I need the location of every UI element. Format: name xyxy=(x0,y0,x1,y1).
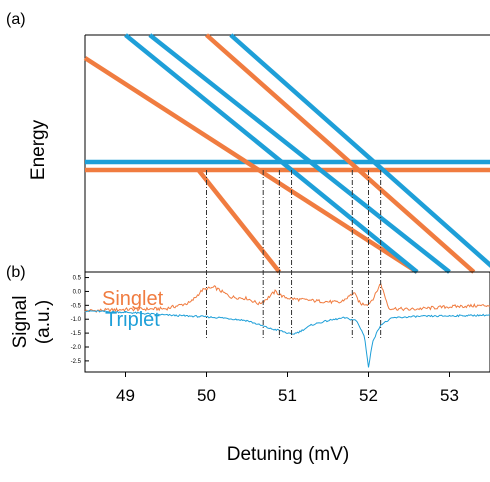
y-tick-label: -1.0 xyxy=(71,317,82,323)
panel-label-b: (b) xyxy=(6,264,26,281)
series-line-triplet xyxy=(84,309,490,368)
x-tick-label: 53 xyxy=(440,386,459,405)
signal-axis-label-line1: Signal xyxy=(10,296,31,349)
energy-panel: Energy xyxy=(28,33,490,274)
energy-diagonal-singlet xyxy=(205,33,476,274)
energy-diagonal-triplet xyxy=(229,33,490,268)
x-axis-label: Detuning (mV) xyxy=(227,444,350,465)
energy-diagonal-singlet xyxy=(196,168,282,274)
x-tick-label: 51 xyxy=(278,386,297,405)
panel-label-a: (a) xyxy=(6,11,26,28)
y-tick-label: -1.5 xyxy=(71,331,82,337)
y-tick-label: -0.5 xyxy=(71,303,82,309)
x-tick-label: 52 xyxy=(359,386,378,405)
legend-singlet: Singlet xyxy=(102,288,164,310)
y-tick-label: 0.0 xyxy=(73,289,82,295)
energy-diagonal-singlet xyxy=(83,56,419,274)
energy-diagonal-triplet xyxy=(148,33,451,274)
series-line-singlet xyxy=(84,283,490,314)
y-tick-label: 0.5 xyxy=(73,276,82,282)
x-tick-label: 50 xyxy=(197,386,216,405)
signal-axis-label-line2: (a.u.) xyxy=(33,300,54,344)
y-tick-label: -2.0 xyxy=(71,345,82,351)
legend-triplet: Triplet xyxy=(105,309,160,331)
energy-axis-label: Energy xyxy=(28,119,49,180)
x-tick-label: 49 xyxy=(116,386,135,405)
y-tick-label: -2.5 xyxy=(71,359,82,365)
signal-panel: Signal (a.u.) 0.5 0.0 -0.5 -1.0 -1.5 -2.0 -2.5… xyxy=(10,271,490,373)
